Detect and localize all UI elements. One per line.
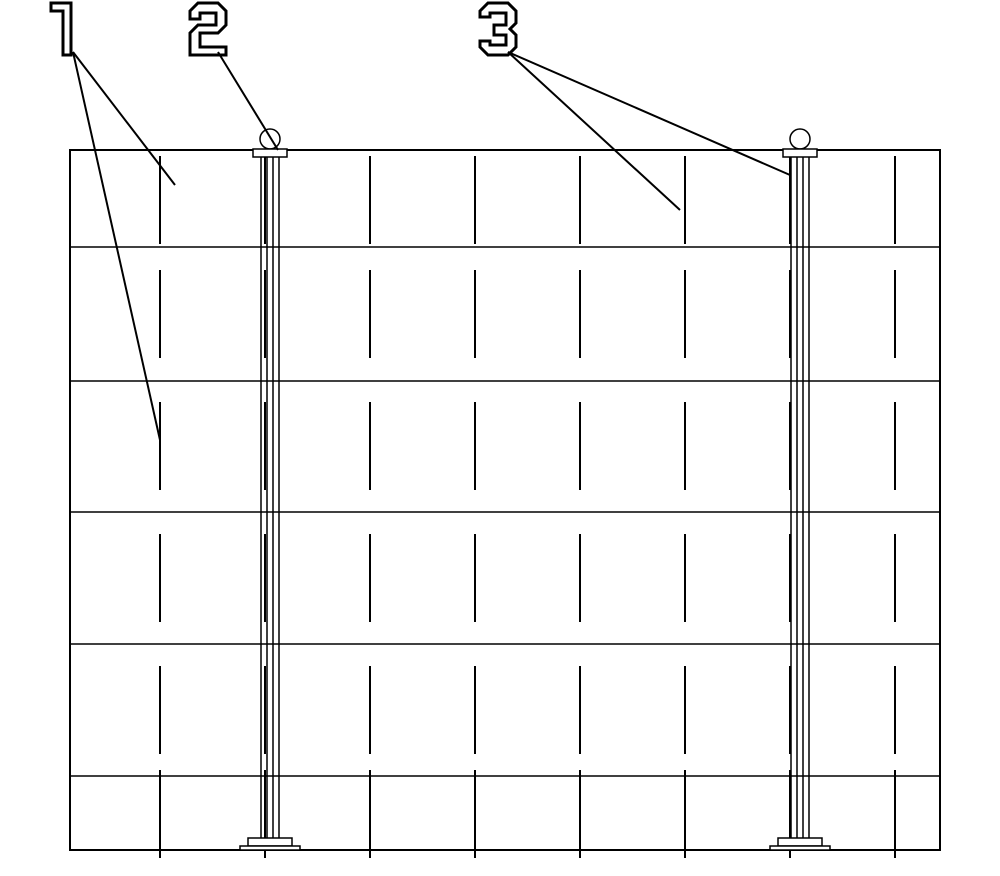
post-foot	[770, 846, 830, 850]
post-base	[248, 838, 292, 846]
callout-number	[51, 3, 71, 55]
post-cap	[783, 149, 817, 157]
post-cap	[253, 149, 287, 157]
post	[240, 129, 300, 850]
leader-line	[508, 52, 680, 210]
post-foot	[240, 846, 300, 850]
post-ball	[260, 129, 280, 149]
post-base	[778, 838, 822, 846]
callout-2	[190, 3, 278, 150]
leader-line	[508, 52, 790, 175]
callout-3	[480, 3, 790, 210]
callout-number	[480, 3, 516, 55]
post-ball	[790, 129, 810, 149]
technical-diagram	[0, 0, 1000, 876]
post	[770, 129, 830, 850]
callout-number	[190, 3, 226, 55]
leader-line	[218, 52, 278, 150]
